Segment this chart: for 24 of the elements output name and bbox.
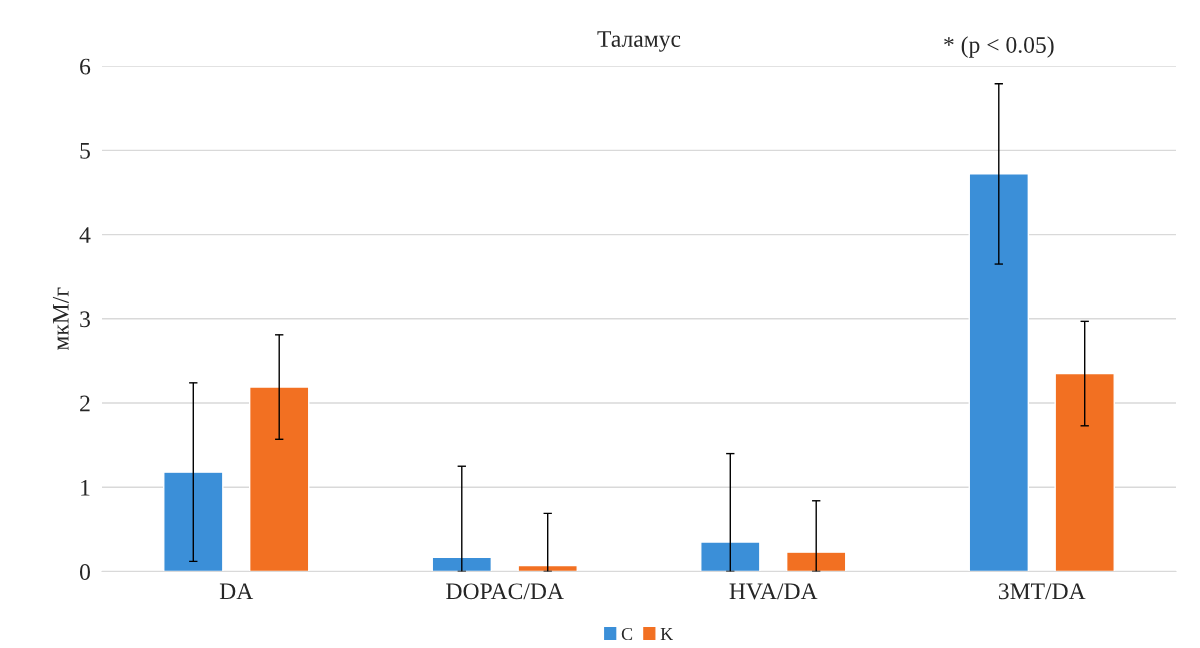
bar — [163, 471, 224, 572]
bar — [517, 564, 578, 572]
bar — [968, 173, 1030, 572]
bar — [785, 551, 847, 572]
text: * (p < 0.05) — [944, 36, 1054, 58]
x-tick-label: HVA/DA — [729, 583, 818, 600]
bar — [431, 556, 493, 572]
x-tick-label: DA — [219, 583, 254, 600]
bar — [1054, 372, 1115, 572]
y-tick-label: 0 — [79, 564, 90, 580]
bar — [248, 386, 310, 572]
y-tick-label: 4 — [79, 227, 91, 243]
y-axis-title: мкМ/г — [52, 287, 69, 351]
legend-label: C — [621, 627, 633, 641]
legend-label: K — [660, 628, 674, 640]
y-tick-label: 5 — [80, 143, 90, 159]
x-tick-label: 3MT/DA — [998, 583, 1086, 600]
y-tick-label: 6 — [80, 58, 91, 75]
bar — [700, 541, 761, 572]
y-tick-label: 1 — [81, 479, 90, 496]
y-tick-label: 3 — [80, 311, 90, 328]
x-tick-label: DOPAC/DA — [446, 583, 564, 600]
y-tick-label: 2 — [80, 395, 90, 412]
chart-title: Таламус — [597, 31, 681, 52]
